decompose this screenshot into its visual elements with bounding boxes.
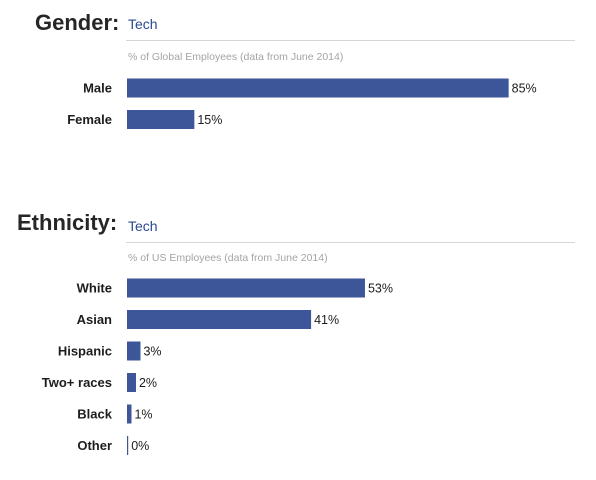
ethnicity-bar-chart: White 53% Asian 41% Hispanic 3% Two+ races 2% Bl… [42, 278, 393, 455]
ethnicity-bar [127, 278, 365, 298]
ethnicity-category-label: Two+ races [42, 375, 112, 390]
gender-divider [126, 40, 575, 41]
ethnicity-bar [127, 373, 136, 392]
ethnicity-tab-tech[interactable]: Tech [128, 218, 158, 234]
ethnicity-value-label: 0% [131, 439, 149, 453]
ethnicity-category-label: Hispanic [58, 344, 112, 359]
ethnicity-value-label: 2% [139, 376, 157, 390]
gender-bar [127, 78, 509, 98]
ethnicity-category-label: Asian [77, 312, 112, 327]
ethnicity-value-label: 3% [143, 345, 161, 359]
gender-bar [127, 110, 195, 129]
ethnicity-bar [127, 436, 129, 455]
gender-value-label: 85% [512, 82, 537, 96]
gender-section-header: Gender: Tech [0, 0, 596, 40]
ethnicity-value-label: 41% [314, 313, 339, 327]
ethnicity-bar [127, 341, 141, 361]
gender-value-label: 15% [197, 113, 222, 127]
ethnicity-section-header: Ethnicity: Tech [0, 0, 596, 235]
gender-section-title: Gender: [35, 10, 120, 35]
ethnicity-category-label: Black [77, 407, 112, 422]
ethnicity-chart-subtitle: % of US Employees (data from June 2014) [128, 252, 328, 264]
gender-bar-chart: Male 85% Female 15% [67, 78, 537, 129]
ethnicity-value-label: 53% [368, 282, 393, 296]
ethnicity-value-label: 1% [134, 408, 152, 422]
gender-chart-subtitle: % of Global Employees (data from June 20… [128, 51, 344, 63]
ethnicity-bar [127, 404, 132, 424]
gender-tab-tech[interactable]: Tech [128, 16, 158, 32]
ethnicity-section-title: Ethnicity: [17, 210, 118, 235]
ethnicity-category-label: White [77, 281, 112, 296]
gender-category-label: Female [67, 112, 112, 127]
ethnicity-divider [126, 242, 575, 243]
ethnicity-category-label: Other [77, 438, 112, 453]
ethnicity-bar [127, 310, 312, 329]
gender-category-label: Male [83, 81, 112, 96]
